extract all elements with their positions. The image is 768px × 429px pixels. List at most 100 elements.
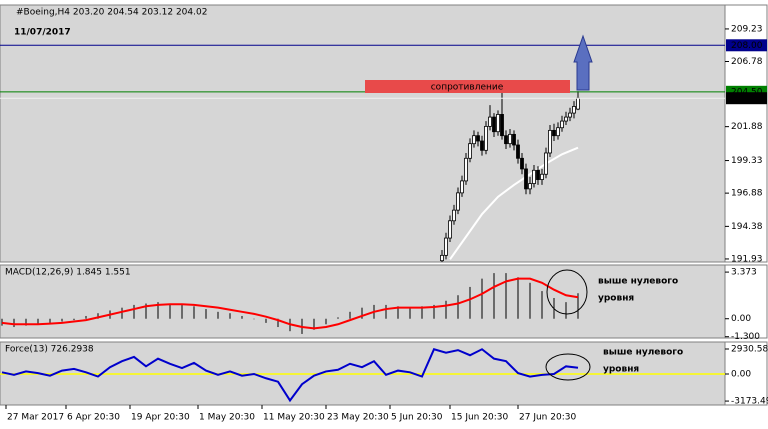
level-label: 208.00 [731, 41, 763, 51]
y-tick-label: 191.93 [731, 254, 763, 264]
histogram-bar [361, 307, 363, 319]
up-arrow [573, 34, 593, 91]
histogram-bar [445, 300, 447, 319]
candle-body [456, 192, 460, 211]
candle-body [516, 144, 520, 159]
plot-area [0, 348, 725, 403]
y-tick-label: 2930.589 [731, 344, 768, 354]
candle-body [444, 237, 448, 256]
signal-line [1, 277, 579, 330]
histogram-bar [397, 306, 399, 319]
axis-background [724, 341, 768, 406]
candle-body [448, 220, 452, 239]
candle-body [464, 157, 468, 182]
candle-body [540, 173, 544, 180]
candle-body [468, 143, 472, 159]
candle-body [544, 152, 548, 175]
x-tick-label: 27 Jun 20:30 [519, 413, 576, 423]
candle-body [496, 114, 500, 133]
x-tick-label: 23 May 20:30 [327, 413, 389, 423]
annotation: выше нулевого [603, 348, 683, 358]
histogram-bar [409, 307, 411, 319]
x-tick-label: 15 Jun 20:30 [451, 413, 508, 423]
histogram-bar [61, 318, 63, 322]
candle-body [560, 120, 564, 129]
candle-body [528, 183, 532, 190]
histogram-bar [13, 318, 15, 328]
x-tick-label: 5 Jun 20:30 [391, 413, 443, 423]
y-tick-label: -3173.49 [731, 397, 768, 407]
candle-body [452, 209, 456, 222]
annotation: выше нулевого [598, 277, 678, 287]
histogram-bar [241, 315, 243, 319]
histogram-bar [421, 306, 423, 319]
x-tick-label: 6 Apr 20:30 [67, 413, 120, 423]
histogram-bar [85, 315, 87, 319]
histogram-bar [253, 318, 255, 320]
candle-body [564, 116, 568, 122]
histogram-bar [193, 306, 195, 319]
panel-title: #Boeing,H4 203.20 204.54 203.12 204.02 [16, 8, 207, 18]
histogram-bar [49, 318, 51, 323]
histogram-bar [157, 302, 159, 319]
histogram-bar [481, 278, 483, 319]
x-tick-label: 1 May 20:30 [199, 413, 255, 423]
candle-body [508, 133, 512, 145]
y-tick-label: 196.88 [731, 189, 763, 199]
candle-body [576, 97, 580, 110]
level-label-box [726, 39, 767, 52]
panel-title: MACD(12,26,9) 1.845 1.551 [5, 268, 131, 278]
histogram-bar [349, 311, 351, 319]
resistance-box [365, 80, 570, 93]
force-line [1, 348, 579, 403]
candle-body [520, 157, 524, 170]
candle-body [480, 140, 484, 151]
histogram-bar [265, 318, 267, 323]
histogram-bar [565, 302, 567, 319]
candle-body [440, 254, 444, 262]
candle-body [536, 169, 540, 180]
y-tick-label: 199.33 [731, 156, 763, 166]
candle-body [476, 135, 480, 142]
histogram-bar [325, 318, 327, 325]
candle-body [568, 112, 572, 118]
histogram-bar [145, 303, 147, 319]
candle-body [556, 127, 560, 137]
date-note: 11/07/2017 [14, 28, 71, 38]
y-tick-label: 0.00 [731, 369, 751, 379]
candle-body [472, 135, 476, 145]
histogram-bar [529, 282, 531, 319]
y-tick-label: 0.00 [731, 314, 751, 324]
histogram-bar [517, 277, 519, 319]
candle-body [460, 180, 464, 194]
candle-body [488, 116, 492, 127]
moving-average [449, 146, 579, 260]
histogram-bar [469, 286, 471, 319]
y-tick-label: -1.300 [731, 332, 760, 342]
candle-body [492, 116, 496, 133]
histogram-bar [121, 307, 123, 319]
histogram-bar [169, 303, 171, 319]
histogram-bar [505, 273, 507, 319]
histogram-bar [493, 273, 495, 319]
last-price-label: 204.02 [731, 94, 763, 104]
annotation: уровня [603, 365, 639, 375]
highlight-ellipse [546, 269, 588, 315]
histogram-bar [277, 318, 279, 328]
x-tick-label: 19 Apr 20:30 [131, 413, 190, 423]
histogram-bar [577, 293, 579, 319]
panels: 209.23 206.78 201.88 199.33 196.88 194.38 191.… [0, 4, 768, 423]
panel-background [0, 4, 726, 263]
histogram-bar [385, 304, 387, 319]
histogram-bar [457, 295, 459, 319]
histogram-bar [217, 311, 219, 319]
histogram-bar [1, 318, 3, 326]
resistance-label: сопротивление [431, 83, 504, 93]
x-tick-label: 27 Mar 2017 [7, 413, 64, 423]
histogram-bar [229, 313, 231, 319]
candle-body [524, 168, 528, 190]
histogram-bar [541, 291, 543, 319]
candle-body [500, 114, 504, 137]
y-tick-label: 3.373 [731, 268, 757, 278]
